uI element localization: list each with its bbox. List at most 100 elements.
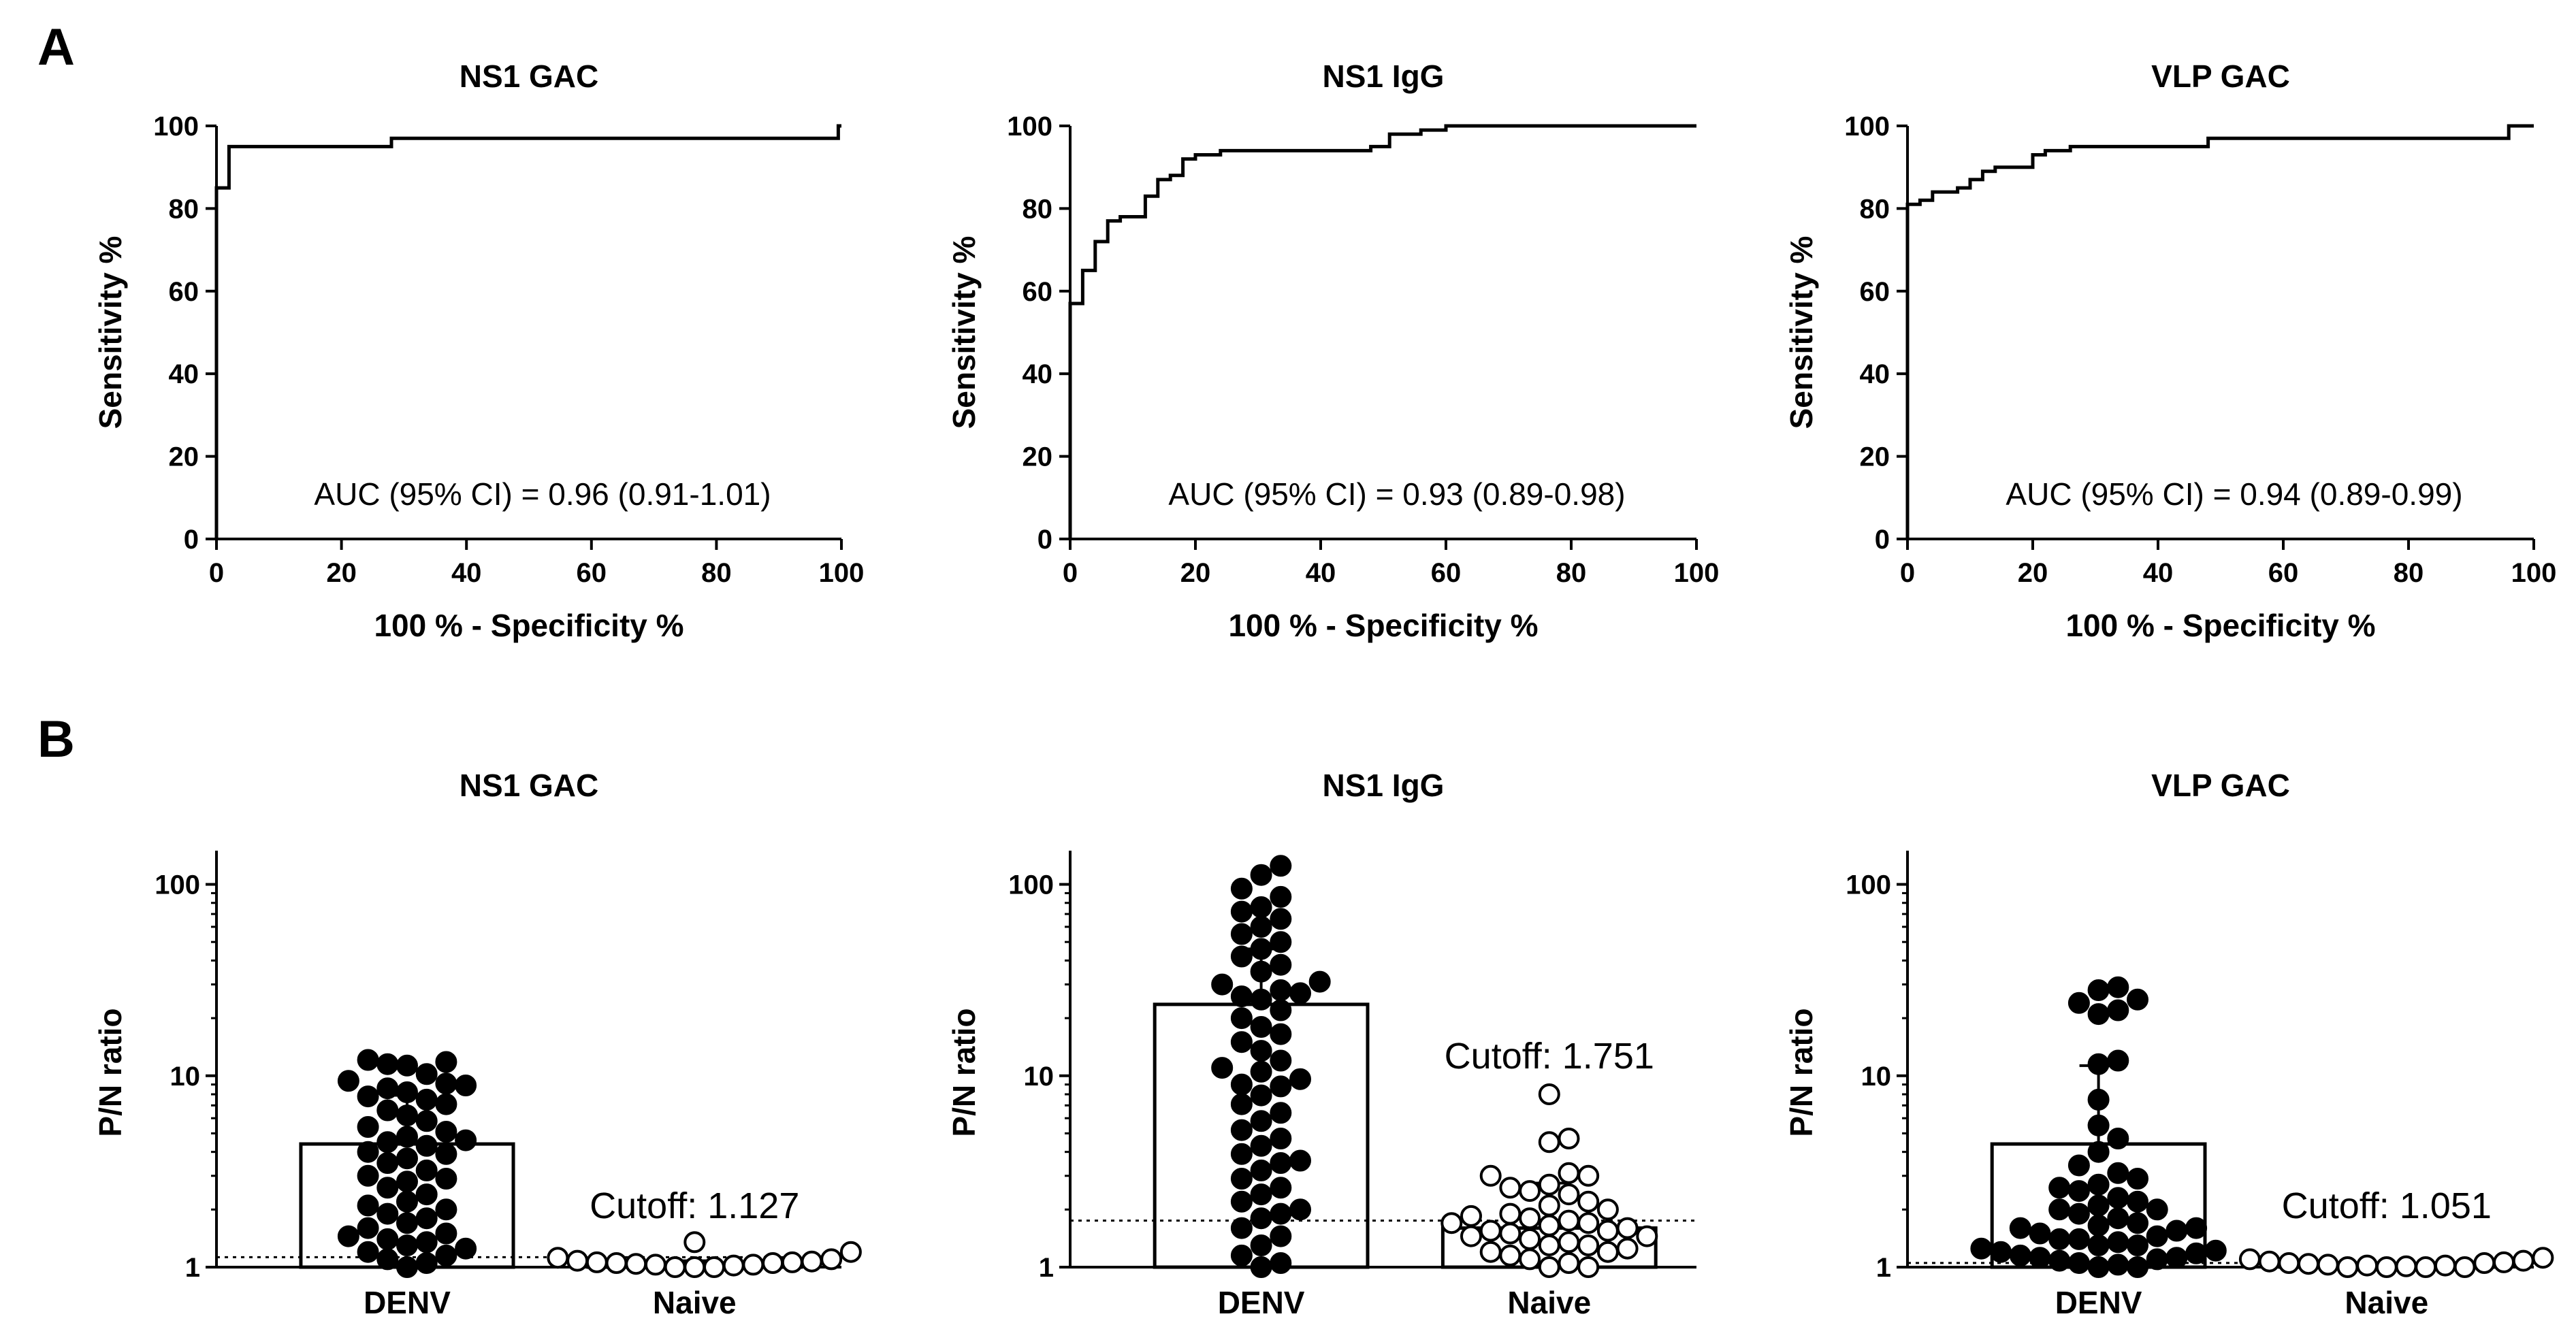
data-point-naive (1479, 1241, 1502, 1263)
y-tick-label: 40 (1860, 359, 1890, 389)
data-point-denv (2127, 1234, 2148, 1256)
data-point-denv (435, 1073, 457, 1095)
data-point-denv (357, 1049, 379, 1071)
data-point-naive (1538, 1256, 1560, 1278)
data-point-denv (1230, 1093, 1253, 1115)
data-point-denv (2067, 1180, 2090, 1202)
data-point-denv (1270, 979, 1292, 1001)
data-point-denv (2087, 1141, 2110, 1163)
data-point-naive (2473, 1252, 2496, 1274)
y-tick-label: 60 (169, 277, 199, 307)
data-point-denv (1250, 864, 1272, 886)
data-point-naive (2453, 1256, 2476, 1278)
data-point-denv (1270, 999, 1292, 1021)
data-point-denv (396, 1104, 418, 1127)
data-point-naive (585, 1251, 608, 1273)
data-point-naive (566, 1249, 589, 1272)
data-point-denv (2087, 1256, 2110, 1278)
data-point-naive (1558, 1231, 1580, 1254)
data-point-denv (376, 1248, 399, 1271)
data-point-denv (1270, 1152, 1292, 1174)
x-tick-label: 100 (2511, 558, 2557, 588)
data-point-denv (1250, 1207, 1272, 1230)
data-point-denv (2127, 1212, 2148, 1234)
cutoff-label: Cutoff: 1.051 (2282, 1185, 2492, 1226)
data-point-naive (1558, 1252, 1580, 1274)
data-point-naive (1499, 1244, 1522, 1266)
data-point-denv (1270, 1023, 1292, 1045)
data-point-naive (1596, 1241, 1619, 1263)
data-point-naive (1479, 1220, 1502, 1242)
scatter-chart-vlp-gac: VLP GAC 1 10 100 P/N ratio DENV Naive Cutoff: 1… (1784, 768, 2554, 1320)
x-tick-label: 60 (1431, 558, 1462, 588)
x-tick-label: 40 (2143, 558, 2174, 588)
data-point-naive (1558, 1128, 1580, 1149)
data-point-denv (1230, 877, 1253, 900)
y-tick-label: 80 (1023, 194, 1053, 224)
data-point-denv (2146, 1198, 2168, 1221)
data-point-naive (801, 1250, 823, 1273)
y-tick-label: 10 (1861, 1062, 1892, 1092)
x-tick-label: 20 (326, 558, 357, 588)
roc-curve-line (1068, 124, 1696, 539)
data-point-denv (1250, 938, 1272, 960)
x-tick-label: 0 (1900, 558, 1915, 588)
data-point-denv (2087, 1088, 2110, 1111)
data-point-denv (435, 1121, 457, 1143)
data-point-naive (2356, 1254, 2379, 1277)
data-point-denv (1308, 970, 1331, 993)
data-point-denv (2146, 1248, 2168, 1271)
data-point-naive (1499, 1202, 1522, 1225)
data-point-denv (2107, 1162, 2129, 1184)
data-point-denv (2107, 1187, 2129, 1209)
chart-title: NS1 IgG (1323, 768, 1445, 803)
y-tick-label: 0 (184, 525, 199, 555)
data-point-naive (1519, 1180, 1541, 1202)
y-axis-title: Sensitivity % (93, 236, 128, 429)
data-point-denv (2185, 1217, 2208, 1239)
data-point-naive (2317, 1254, 2339, 1276)
x-tick-label: 80 (2394, 558, 2424, 588)
y-tick-label: 20 (169, 442, 199, 472)
x-tick-label: 20 (1180, 558, 1211, 588)
data-point-denv (1250, 1256, 1272, 1278)
y-tick-label: 100 (1844, 112, 1890, 142)
data-point-naive (2415, 1256, 2437, 1278)
data-point-denv (1250, 1234, 1272, 1256)
x-tick-label: 0 (1063, 558, 1078, 588)
data-point-denv (435, 1168, 457, 1190)
data-point-denv (1270, 1202, 1292, 1225)
data-point-naive (1538, 1173, 1560, 1196)
data-point-denv (455, 1075, 477, 1096)
data-point-denv (2107, 1207, 2129, 1230)
data-point-denv (415, 1231, 438, 1254)
data-point-denv (376, 1131, 399, 1153)
data-point-naive (1636, 1225, 1658, 1247)
y-tick-label: 10 (1024, 1062, 1054, 1092)
auc-annotation: AUC (95% CI) = 0.93 (0.89-0.98) (1168, 476, 1625, 512)
y-tick-label: 1 (1876, 1253, 1891, 1283)
data-point-denv (2166, 1247, 2188, 1269)
y-tick-label: 1 (185, 1253, 200, 1283)
data-point-denv (1270, 1075, 1292, 1098)
data-point-denv (415, 1063, 438, 1085)
data-point-denv (2107, 1128, 2129, 1149)
data-point-denv (1230, 1217, 1253, 1239)
data-point-denv (1250, 960, 1272, 983)
data-point-denv (2087, 1194, 2110, 1217)
x-tick-label: 60 (2268, 558, 2299, 588)
chart-title: NS1 GAC (460, 768, 598, 803)
cutoff-label: Cutoff: 1.751 (1445, 1036, 1654, 1077)
data-point-denv (376, 1202, 399, 1225)
auc-annotation: AUC (95% CI) = 0.94 (0.89-0.99) (2006, 476, 2462, 512)
data-point-denv (1230, 900, 1253, 923)
data-point-denv (2067, 992, 2090, 1014)
x-tick-label: 80 (1556, 558, 1587, 588)
y-tick-label: 40 (1023, 359, 1053, 389)
data-point-naive (644, 1254, 666, 1276)
data-point-denv (1250, 1060, 1272, 1083)
data-point-denv (376, 1228, 399, 1250)
category-label-naive: Naive (2345, 1285, 2428, 1320)
data-point-denv (1289, 1068, 1311, 1090)
